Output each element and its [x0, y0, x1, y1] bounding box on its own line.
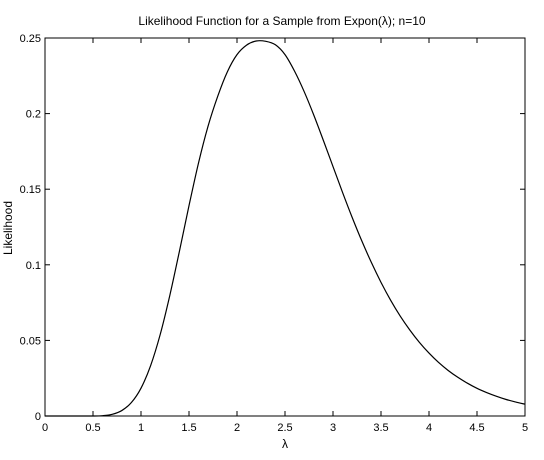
y-tick-label: 0.15 — [20, 184, 41, 196]
x-tick-label: 2.5 — [277, 422, 292, 434]
x-axis-label: λ — [282, 437, 288, 451]
y-tick-label: 0.05 — [20, 335, 41, 347]
x-tick-label: 0.5 — [85, 422, 100, 434]
x-tick-label: 5 — [522, 422, 528, 434]
y-tick-label: 0.25 — [20, 33, 41, 45]
y-axis-label: Likelihood — [1, 201, 15, 255]
x-tick-label: 4 — [426, 422, 432, 434]
y-tick-label: 0.1 — [26, 260, 41, 272]
y-tick-label: 0.2 — [26, 109, 41, 121]
chart-title: Likelihood Function for a Sample from Ex… — [138, 14, 425, 28]
x-tick-label: 2 — [234, 422, 240, 434]
x-tick-label: 0 — [42, 422, 48, 434]
plot-area: 0 0.5 1 1.5 2 2.5 3 3.5 4 4.5 5 0 0.05 0.1 0.15 0.2 0.25 — [20, 33, 528, 434]
y-tick-label: 0 — [35, 411, 41, 423]
x-tick-label: 1 — [138, 422, 144, 434]
x-tick-label: 1.5 — [181, 422, 196, 434]
likelihood-curve — [44, 40, 526, 417]
x-tick-label: 4.5 — [469, 422, 484, 434]
x-tick-label: 3 — [330, 422, 336, 434]
x-tick-label: 3.5 — [373, 422, 388, 434]
